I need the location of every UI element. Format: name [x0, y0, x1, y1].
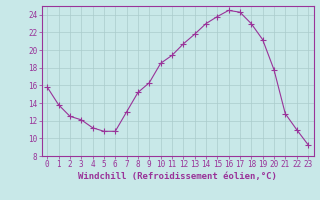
X-axis label: Windchill (Refroidissement éolien,°C): Windchill (Refroidissement éolien,°C) — [78, 172, 277, 181]
